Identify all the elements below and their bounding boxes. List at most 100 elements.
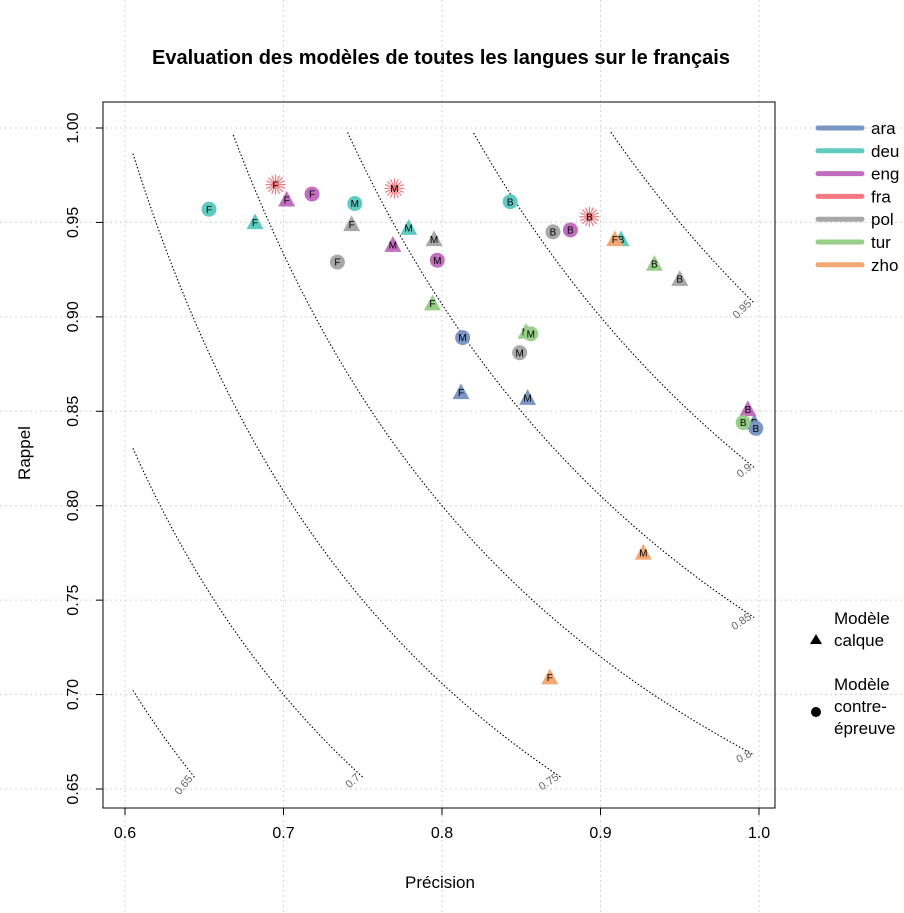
data-point-pol: F [343, 215, 361, 232]
data-point-tur: M [523, 326, 539, 342]
axes: 0.6 0.7 0.8 0.9 1.0 0.65 0.70 0.75 0.80 0.85 0.90 0… [65, 112, 770, 842]
legend-label-fra: fra [871, 187, 891, 206]
point-triangle [384, 236, 402, 252]
point-triangle [425, 230, 443, 247]
point-label: F [252, 218, 258, 229]
point-label: B [567, 226, 574, 237]
point-label: F [273, 180, 279, 191]
y-tick-label: 0.95 [65, 207, 82, 238]
point-label: B [740, 418, 747, 429]
point-label: F [349, 220, 355, 231]
contour-line [473, 132, 755, 468]
point-label: F [334, 258, 340, 269]
contour-label: 0.65 [173, 773, 196, 797]
legend-label-zho: zho [871, 256, 898, 275]
data-point-tur: B [645, 254, 663, 271]
point-circle [523, 326, 539, 342]
point-triangle [400, 219, 418, 235]
data-point-ara: M [455, 330, 471, 346]
point-label: F [284, 195, 290, 206]
shape-legend-label: Modèle [834, 609, 890, 628]
data-point-eng: F [304, 186, 320, 202]
point-label: F [429, 299, 435, 310]
point-label: F [458, 388, 464, 399]
contour-label: 0.85 [729, 611, 753, 633]
point-circle [329, 254, 345, 270]
point-circle [735, 415, 751, 431]
point-label: M [458, 333, 466, 344]
point-triangle [606, 230, 624, 247]
y-tick-label: 0.65 [65, 773, 82, 804]
point-circle [502, 194, 518, 210]
contour-line [132, 690, 196, 779]
contour-label: 0.8 [735, 748, 754, 766]
point-triangle [278, 190, 296, 207]
point-label: F [547, 673, 553, 684]
point-triangle [541, 668, 559, 685]
data-point-zho: F [541, 668, 559, 685]
point-label: B [550, 227, 557, 238]
point-triangle [452, 383, 470, 400]
point-circle [304, 186, 320, 202]
point-label: M [527, 329, 535, 340]
legend-label-deu: deu [871, 142, 899, 161]
data-point-eng: B [739, 400, 757, 417]
data-point-ara: B [748, 420, 764, 436]
point-label: B [745, 405, 752, 416]
point-circle [429, 252, 445, 268]
point-label: B [752, 424, 759, 435]
point-circle [455, 330, 471, 346]
point-label: M [639, 549, 647, 560]
data-point-deu: B [502, 194, 518, 210]
data-point-pol: F [329, 254, 345, 270]
shape-legend-label: Modèle [834, 675, 890, 694]
point-triangle [246, 213, 264, 230]
point-label: B [676, 275, 683, 286]
point-triangle [739, 400, 757, 417]
point-label: B [507, 197, 514, 208]
point-circle [545, 224, 561, 240]
point-label: F [612, 235, 618, 246]
legend-label-pol: pol [871, 210, 894, 229]
x-tick-label: 0.9 [589, 825, 611, 842]
data-point-fra: F [265, 174, 286, 195]
y-tick-label: 0.80 [65, 490, 82, 521]
point-label: M [433, 256, 441, 267]
point-label: F [309, 190, 315, 201]
point-circle [748, 420, 764, 436]
contour-line [610, 131, 755, 304]
point-circle [201, 201, 217, 217]
point-circle [347, 196, 363, 212]
y-tick-label: 0.75 [65, 584, 82, 615]
point-label: F [206, 205, 212, 216]
data-point-deu: F [246, 213, 264, 230]
data-point-tur: B [735, 415, 751, 431]
data-points: MFMBBFFMMBBFFMMBBFMBFFMMBBFMMBBFFM [201, 174, 764, 685]
point-label: M [390, 184, 398, 195]
data-point-eng: M [429, 252, 445, 268]
chart-title: Evaluation des modèles de toutes les lan… [152, 47, 730, 69]
contour-line [132, 153, 562, 779]
legend-label-tur: tur [871, 233, 891, 252]
point-triangle [343, 215, 361, 232]
x-tick-label: 0.8 [431, 825, 453, 842]
y-tick-label: 0.70 [65, 679, 82, 710]
x-axis-title: Précision [405, 873, 475, 892]
legend-label-eng: eng [871, 165, 899, 184]
point-label: B [651, 260, 658, 271]
data-point-pol: M [425, 230, 443, 247]
x-tick-label: 1.0 [748, 825, 770, 842]
data-point-ara: M [519, 389, 537, 405]
point-label: M [430, 235, 438, 246]
point-label: M [351, 199, 359, 210]
data-point-tur: F [423, 294, 441, 311]
point-label: M [389, 241, 397, 252]
y-axis-title: Rappel [15, 426, 34, 480]
data-point-deu: M [347, 196, 363, 212]
point-star-ray [266, 180, 286, 190]
x-tick-label: 0.7 [272, 825, 294, 842]
data-point-eng: B [562, 222, 578, 238]
point-label: M [515, 348, 523, 359]
